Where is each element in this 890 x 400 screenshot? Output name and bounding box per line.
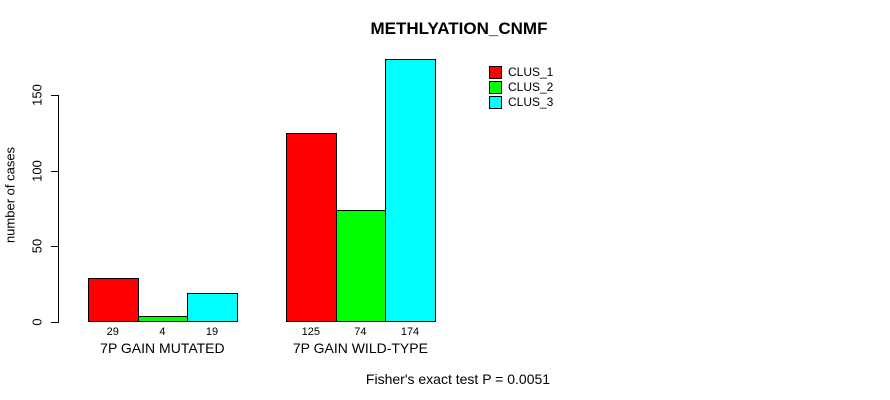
bar-value-label: 174: [400, 326, 420, 338]
y-axis-tick: [51, 322, 58, 323]
bar-clus_3-group2: [385, 59, 436, 322]
y-axis-tick-label: 50: [29, 239, 45, 254]
bar-value-label: 29: [106, 326, 119, 338]
y-axis-tick: [51, 95, 58, 96]
y-axis-tick: [51, 170, 58, 172]
bar-value-label: 19: [205, 326, 219, 338]
bar-value-label: 74: [354, 326, 367, 338]
chart-title: METHLYATION_CNMF: [370, 19, 548, 38]
legend-swatch-clus_2: [489, 81, 502, 94]
legend: CLUS_1 CLUS_2 CLUS_3: [489, 66, 553, 111]
legend-item: CLUS_3: [489, 96, 553, 109]
y-axis-label: number of cases: [2, 146, 18, 244]
bar-clus_3-group1: [187, 293, 238, 322]
bar-clus_1-group2: [286, 133, 337, 322]
legend-swatch-clus_1: [489, 66, 502, 79]
legend-swatch-clus_3: [489, 96, 502, 109]
annotation-fisher-test: Fisher's exact test P = 0.0051: [365, 371, 551, 387]
y-axis-tick-label: 0: [29, 318, 45, 326]
y-axis-tick-label: 150: [29, 84, 45, 106]
bar-value-label: 4: [159, 326, 166, 338]
legend-label: CLUS_2: [508, 80, 554, 94]
bar-clus_2-group2: [336, 210, 386, 322]
bar-clus_1-group1: [88, 278, 139, 322]
x-category-label: 7P GAIN MUTATED: [100, 340, 225, 356]
legend-label: CLUS_1: [508, 65, 554, 79]
legend-item: CLUS_2: [489, 81, 553, 94]
y-axis: [58, 95, 59, 323]
legend-label: CLUS_3: [508, 95, 554, 109]
x-category-label: 7P GAIN WILD-TYPE: [292, 340, 428, 356]
legend-item: CLUS_1: [489, 66, 553, 79]
bar-value-label: 125: [301, 326, 320, 338]
y-axis-tick: [51, 246, 58, 248]
y-axis-tick-label: 100: [29, 159, 45, 182]
bar-clus_2-group1: [138, 316, 188, 322]
